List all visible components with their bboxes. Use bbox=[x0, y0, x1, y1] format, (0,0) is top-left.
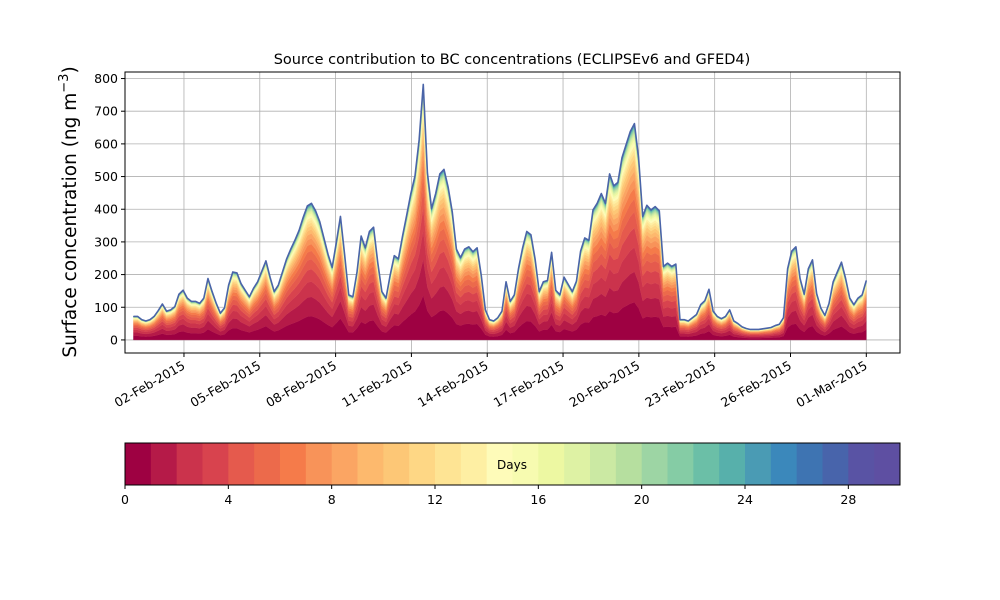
total-line bbox=[133, 83, 868, 331]
y-axis-label: Surface concentration (ng m−3) bbox=[57, 66, 81, 357]
colorbar-cell bbox=[331, 443, 358, 485]
colorbar-cell bbox=[125, 443, 152, 485]
colorbar-tick-label: 20 bbox=[634, 492, 650, 507]
x-tick-label: 11-Feb-2015 bbox=[339, 358, 415, 410]
y-tick-label: 500 bbox=[94, 169, 118, 184]
y-tick-label: 100 bbox=[94, 300, 118, 315]
colorbar-cell bbox=[305, 443, 333, 485]
colorbar-cell bbox=[280, 443, 307, 485]
y-tick-label: 200 bbox=[94, 267, 118, 282]
colorbar-tick-label: 8 bbox=[328, 492, 336, 507]
colorbar-cell bbox=[719, 443, 746, 485]
y-tick-label: 700 bbox=[94, 104, 118, 119]
colorbar-cell bbox=[667, 443, 694, 485]
y-tick-label: 600 bbox=[94, 136, 118, 151]
colorbar-cell bbox=[538, 443, 565, 485]
colorbar-tick-label: 28 bbox=[840, 492, 856, 507]
x-tick-label: 14-Feb-2015 bbox=[415, 358, 491, 410]
colorbar-cell bbox=[176, 443, 203, 485]
colorbar-cell bbox=[848, 443, 875, 485]
colorbar: Days 0 4 8 12 16 20 24 28 bbox=[121, 442, 901, 507]
colorbar-cell bbox=[357, 443, 384, 485]
y-tick-label: 400 bbox=[94, 202, 118, 217]
y-tick-label: 300 bbox=[94, 234, 118, 249]
colorbar-cell bbox=[822, 443, 849, 485]
x-tick-label: 26-Feb-2015 bbox=[718, 358, 794, 410]
colorbar-tick-label: 0 bbox=[121, 492, 129, 507]
colorbar-cell bbox=[874, 443, 901, 485]
area-day-4 bbox=[133, 188, 867, 335]
colorbar-cell bbox=[486, 443, 513, 485]
y-tick-label: 800 bbox=[94, 71, 118, 86]
colorbar-cell bbox=[228, 443, 255, 485]
x-tick-label: 23-Feb-2015 bbox=[642, 358, 718, 410]
colorbar-frame bbox=[124, 442, 901, 486]
x-tick-label: 17-Feb-2015 bbox=[491, 358, 567, 410]
plot-frame bbox=[124, 71, 901, 354]
colorbar-tick-label: 24 bbox=[737, 492, 753, 507]
colorbar-tick-label: 4 bbox=[224, 492, 232, 507]
colorbar-cell bbox=[150, 443, 178, 485]
y-axis-label-superscript: −3 bbox=[57, 74, 72, 93]
x-tick-label: 05-Feb-2015 bbox=[187, 358, 263, 410]
colorbar-cell bbox=[435, 443, 462, 485]
colorbar-tick-label: 12 bbox=[427, 492, 443, 507]
colorbar-cell bbox=[409, 443, 436, 485]
colorbar-cell bbox=[512, 443, 539, 485]
y-tick-label: 0 bbox=[110, 332, 118, 347]
x-axis: 02-Feb-2015 05-Feb-2015 08-Feb-2015 11-Feb-… bbox=[112, 353, 870, 410]
x-tick-label: 01-Mar-2015 bbox=[793, 358, 869, 411]
stacked-areas bbox=[133, 84, 867, 341]
colorbar-cell bbox=[254, 443, 281, 485]
colorbar-cell bbox=[460, 443, 488, 485]
colorbar-cell bbox=[770, 443, 798, 485]
chart-title: Source contribution to BC concentrations… bbox=[274, 52, 751, 68]
colorbar-cell bbox=[202, 443, 229, 485]
colorbar-tick-label: 16 bbox=[530, 492, 546, 507]
colorbar-label: Days bbox=[497, 458, 527, 472]
colorbar-cell bbox=[615, 443, 643, 485]
x-tick-label: 02-Feb-2015 bbox=[112, 358, 188, 410]
y-axis: 0 100 200 300 400 500 600 700 800 bbox=[94, 71, 125, 347]
colorbar-cell bbox=[564, 443, 591, 485]
colorbar-cell bbox=[590, 443, 617, 485]
colorbar-cell bbox=[641, 443, 668, 485]
total-concentration-line bbox=[133, 83, 868, 331]
x-tick-label: 08-Feb-2015 bbox=[263, 358, 339, 410]
colorbar-cell bbox=[796, 443, 823, 485]
colorbar-cell bbox=[383, 443, 410, 485]
x-tick-label: 20-Feb-2015 bbox=[567, 358, 643, 410]
colorbar-cell bbox=[745, 443, 772, 485]
colorbar-cell bbox=[693, 443, 720, 485]
